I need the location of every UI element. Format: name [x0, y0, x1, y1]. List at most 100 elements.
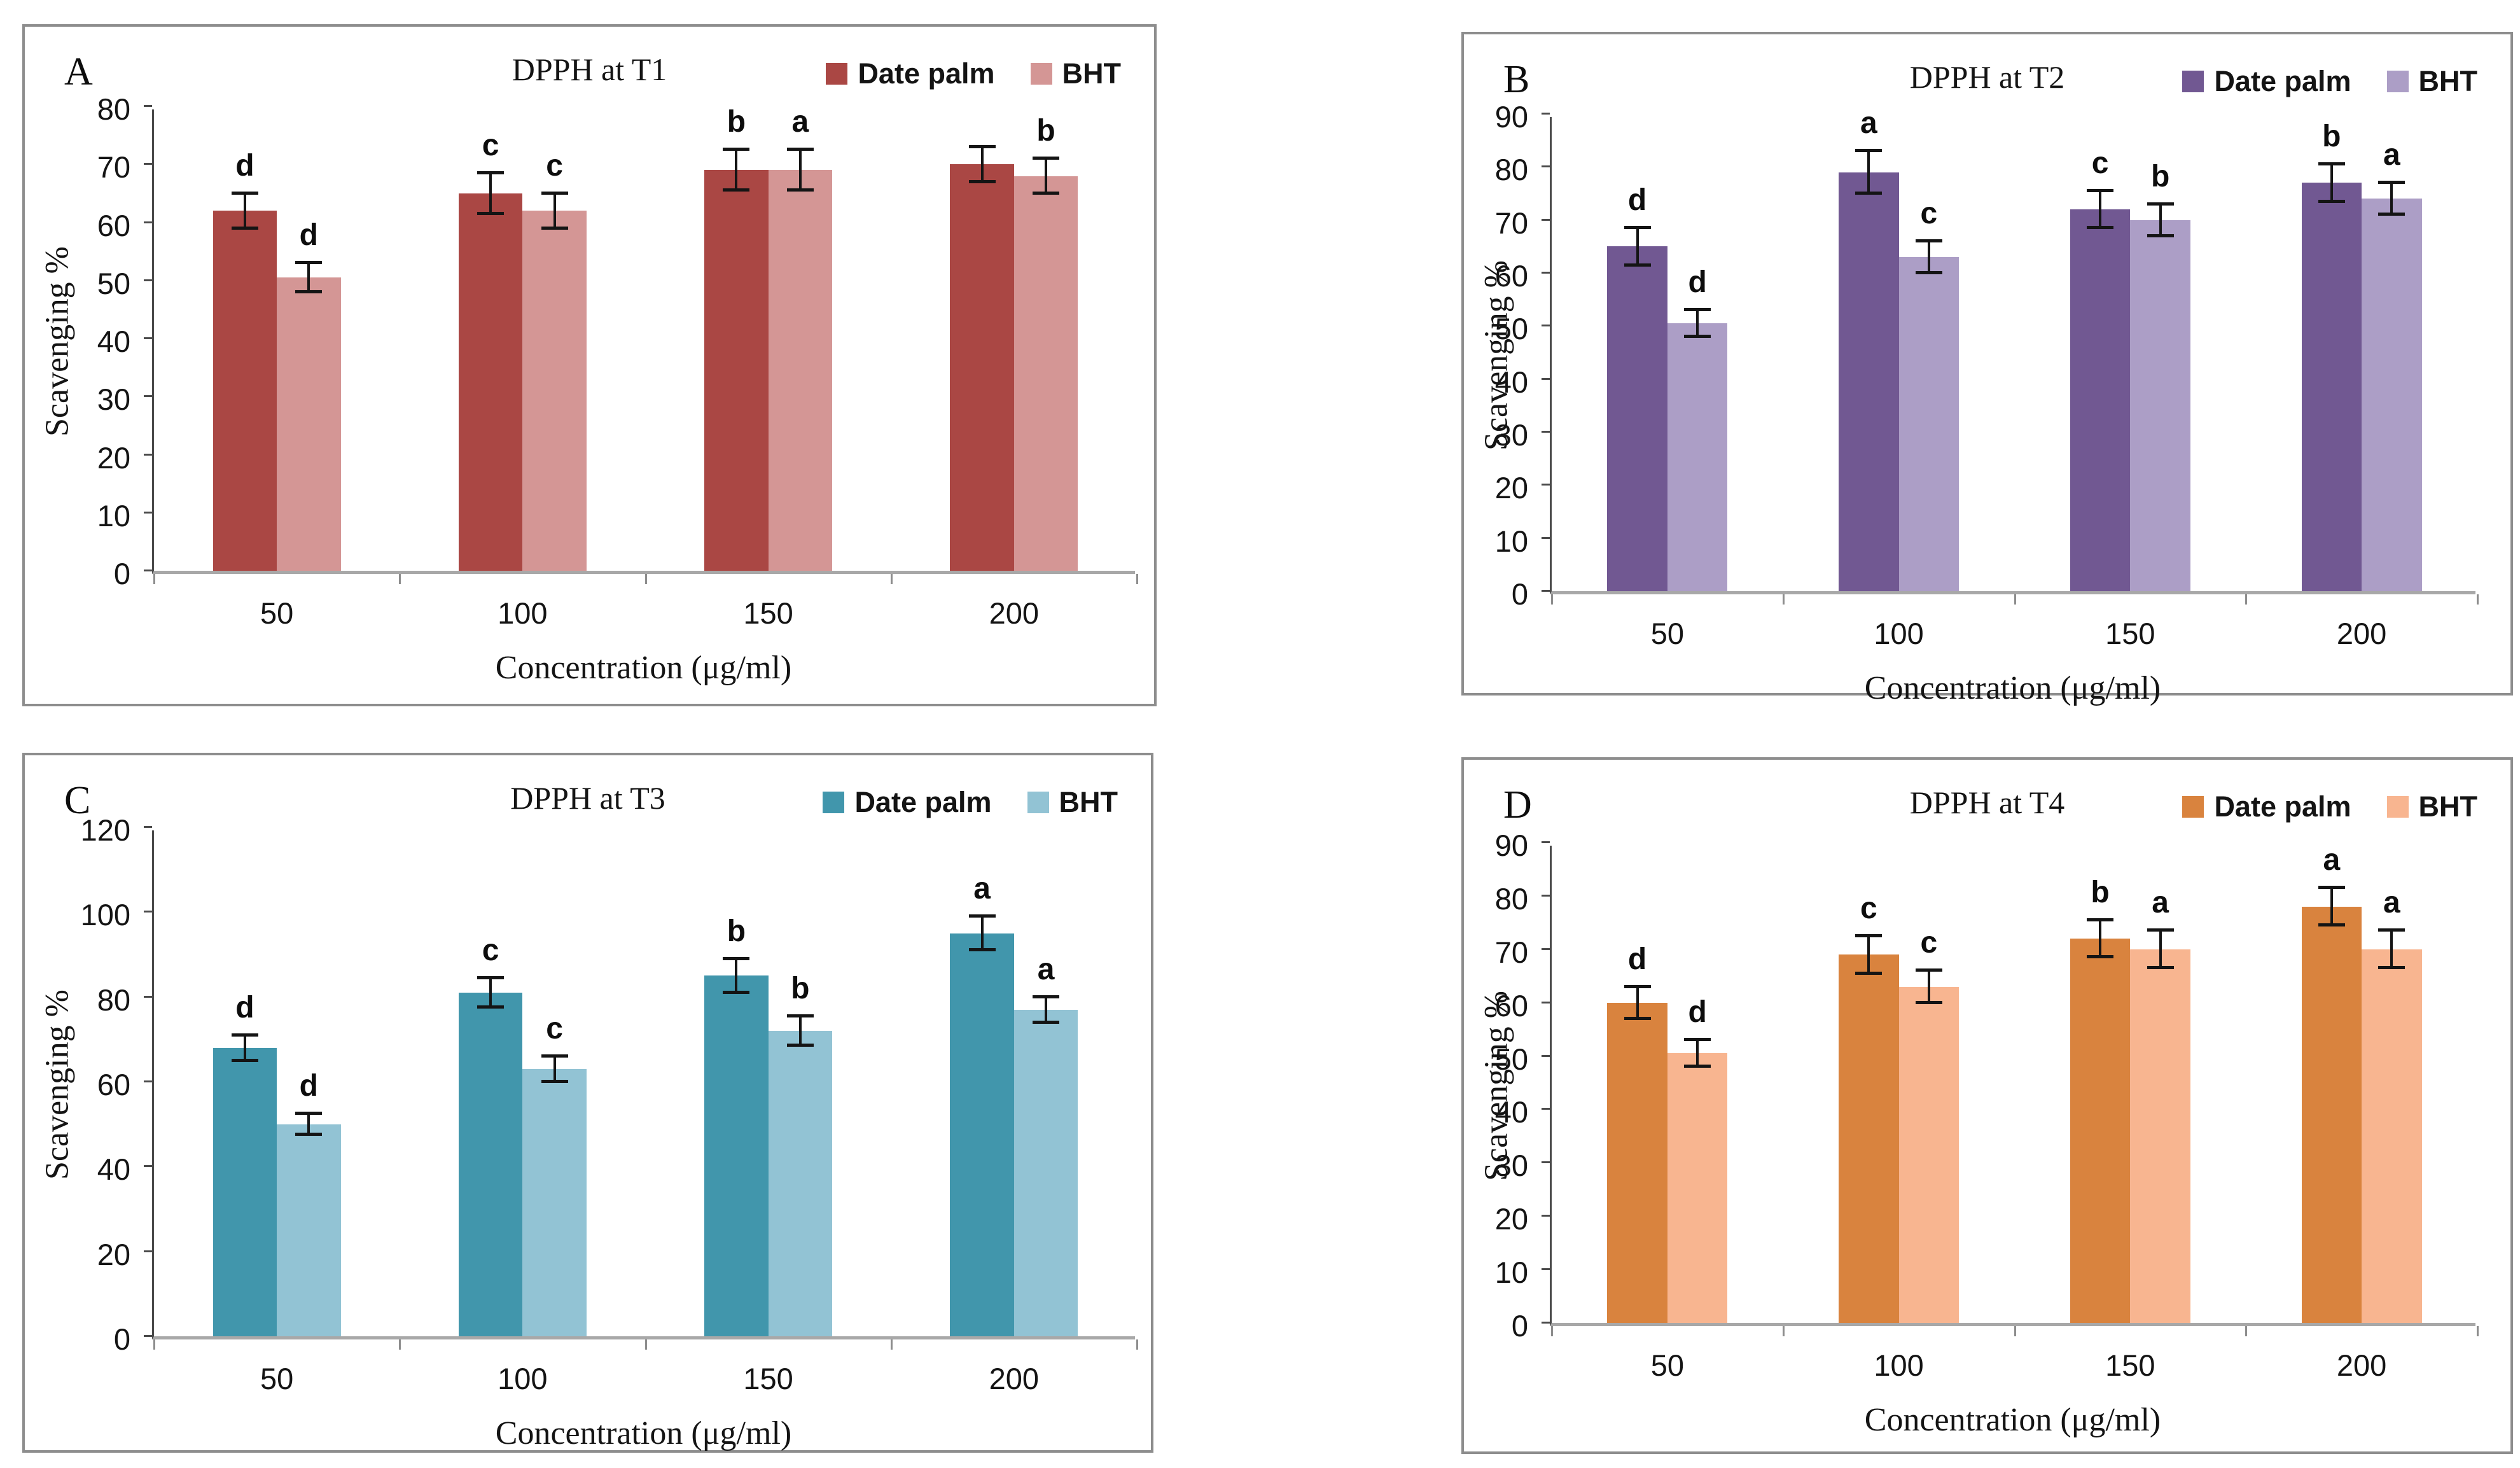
x-tick-mark: [2245, 594, 2248, 605]
error-bar-cap: [786, 148, 814, 151]
significance-letter: b: [791, 971, 810, 1005]
y-tick-label: 10: [1494, 524, 1528, 558]
error-bar-cap: [1033, 191, 1060, 195]
bar-date-palm-100: [1839, 954, 1899, 1323]
y-tick-mark: [1542, 1322, 1550, 1324]
legend: Date palm BHT: [2182, 790, 2477, 823]
x-tick-label: 100: [1874, 617, 1924, 650]
error-bar-cap: [1624, 1016, 1651, 1020]
bar-bht-150: [2130, 949, 2190, 1323]
y-tick-label: 90: [1494, 828, 1528, 862]
x-tick-label: 200: [2336, 1348, 2387, 1382]
bar-date-palm-100: [458, 993, 523, 1336]
error-bar-cap: [1033, 157, 1060, 160]
y-axis-ticks: 0 10 20 30 40 50 60 70 80 90: [1464, 101, 1545, 611]
error-bar: [798, 150, 802, 191]
y-tick-label: 90: [1494, 100, 1528, 134]
error-bar: [2330, 888, 2333, 926]
significance-letter: b: [727, 105, 746, 139]
error-bar-cap: [723, 148, 750, 151]
error-bar-cap: [2378, 213, 2405, 216]
y-tick-label: 50: [97, 266, 130, 300]
plot-area: d d 50 c c 100 b a 150 a a 200: [1542, 841, 2479, 1382]
error-bar: [1696, 310, 1699, 337]
y-tick-label: 80: [1494, 881, 1528, 916]
y-tick-label: 30: [1494, 1149, 1528, 1183]
bar-bht-200: [2362, 199, 2422, 591]
x-tick-label: 100: [498, 1362, 548, 1395]
bar-bht-50: [1667, 1053, 1728, 1323]
error-bar: [243, 1035, 246, 1061]
y-tick-label: 60: [97, 208, 130, 242]
error-bar-cap: [1855, 192, 1883, 195]
x-tick-mark: [644, 574, 647, 584]
x-axis-title: Concentration (μg/ml): [495, 650, 792, 686]
x-tick-mark: [2477, 594, 2479, 605]
error-bar-cap: [1033, 995, 1060, 998]
error-bar-cap: [477, 171, 505, 174]
legend-label-date-palm: Date palm: [2214, 790, 2351, 823]
significance-letter: c: [546, 148, 563, 183]
bar-date-palm-200: [2301, 906, 2362, 1323]
y-tick-label: 10: [1494, 1255, 1528, 1290]
legend-item-date-palm: Date palm: [823, 786, 992, 819]
error-bar-cap: [723, 956, 750, 960]
error-bar: [798, 1016, 802, 1046]
panel-letter: A: [64, 50, 93, 94]
y-axis-ticks: 0 20 40 60 80 100 120: [25, 814, 147, 1356]
significance-letter: a: [2383, 886, 2400, 920]
x-tick-mark: [153, 1339, 155, 1350]
legend-swatch-date-palm: [2182, 796, 2204, 818]
x-tick-mark: [890, 1339, 893, 1350]
y-tick-label: 80: [97, 982, 130, 1017]
error-bar-cap: [786, 1014, 814, 1017]
y-tick-mark: [1542, 590, 1550, 592]
x-tick-label: 100: [1874, 1348, 1924, 1382]
y-tick-mark: [144, 1335, 152, 1337]
panel-letter: D: [1503, 783, 1532, 827]
bar-bht-100: [522, 1069, 587, 1336]
plot-area: d d 50 c c 100 b a 150 b 200: [144, 105, 1138, 630]
y-tick-mark: [1542, 218, 1550, 221]
y-tick-label: 70: [1494, 935, 1528, 969]
error-bar-cap: [1624, 984, 1651, 988]
error-bar-cap: [1855, 933, 1883, 937]
error-bar-cap: [541, 1054, 568, 1058]
y-tick-label: 30: [97, 382, 130, 417]
error-bar-cap: [295, 290, 323, 293]
y-tick-mark: [144, 826, 152, 828]
error-bar: [2159, 930, 2162, 968]
error-bar-cap: [2378, 928, 2405, 932]
error-bar: [1636, 986, 1639, 1019]
error-bar-cap: [968, 179, 996, 183]
error-bar-cap: [786, 1044, 814, 1047]
legend-item-bht: BHT: [2386, 65, 2477, 98]
error-bar-cap: [1684, 1065, 1711, 1068]
x-tick-label: 200: [2336, 617, 2387, 650]
x-tick-label: 50: [260, 1362, 294, 1395]
error-bar-cap: [295, 1112, 323, 1115]
significance-letter: b: [2150, 159, 2170, 193]
bar-bht-200: [1013, 176, 1078, 571]
y-tick-label: 10: [97, 498, 130, 533]
error-bar-cap: [2147, 928, 2174, 932]
significance-letter: d: [1688, 265, 1707, 300]
y-tick-mark: [1542, 1161, 1550, 1164]
x-tick-label: 150: [2105, 617, 2155, 650]
error-bar-cap: [968, 144, 996, 148]
bar-bht-50: [1667, 323, 1728, 591]
error-bar: [553, 1056, 556, 1082]
y-tick-mark: [144, 453, 152, 456]
error-bar-cap: [295, 261, 323, 265]
legend-label-bht: BHT: [2418, 65, 2477, 97]
x-tick-mark: [1136, 574, 1138, 584]
error-bar: [735, 958, 738, 993]
legend-label-date-palm: Date palm: [858, 57, 995, 90]
significance-letter: c: [546, 1012, 563, 1045]
y-tick-label: 0: [113, 557, 130, 591]
error-bar: [1045, 158, 1048, 193]
y-tick-mark: [144, 1080, 152, 1082]
panel-letter: C: [64, 779, 91, 822]
error-bar: [1927, 970, 1930, 1003]
error-bar-cap: [231, 191, 258, 195]
